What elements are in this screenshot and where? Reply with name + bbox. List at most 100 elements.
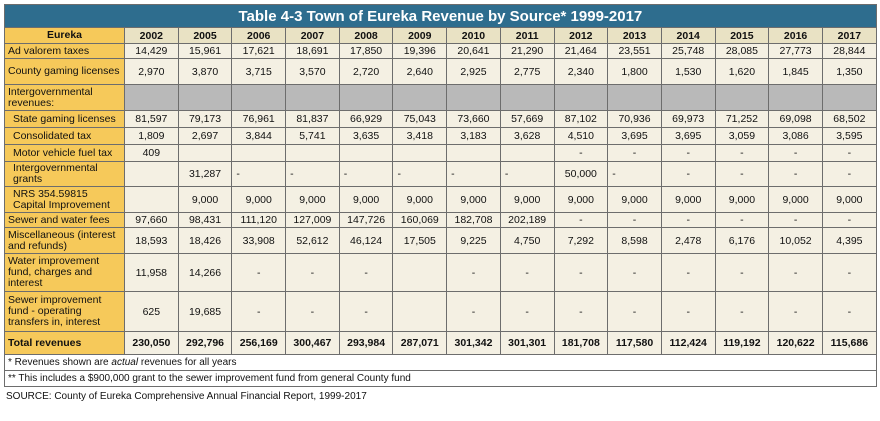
table-cell: 28,085	[714, 43, 770, 59]
table-cell: 14,429	[124, 43, 179, 59]
table-cell: 68,502	[821, 110, 877, 128]
table-cell: 20,641	[446, 43, 501, 59]
table-cell: 256,169	[231, 331, 287, 355]
table-cell	[714, 84, 770, 111]
table-cell: 4,395	[821, 227, 877, 254]
table-cell: 2,640	[392, 58, 448, 85]
table-cell: 9,000	[446, 186, 501, 213]
source-note: SOURCE: County of Eureka Comprehensive A…	[6, 391, 367, 402]
table-cell: 202,189	[499, 212, 555, 228]
table-cell	[338, 144, 394, 162]
table-cell	[124, 84, 179, 111]
table-cell: 1,350	[821, 58, 877, 85]
row-label: NRS 354.59815 Capital Improvement	[4, 186, 125, 213]
year-header: 2013	[607, 27, 662, 44]
table-cell: -	[607, 212, 662, 228]
table-row: Ad valorem taxes 14,429 15,961 17,621 18,691…	[4, 43, 877, 59]
table-cell: -	[499, 291, 555, 332]
table-title-row: Table 4-3 Town of Eureka Revenue by Sour…	[4, 4, 877, 28]
table-cell: 52,612	[285, 227, 340, 254]
year-header: 2010	[446, 27, 501, 44]
table-cell	[338, 84, 394, 111]
table-cell: -	[660, 253, 716, 292]
table-cell: 3,870	[177, 58, 233, 85]
table-cell: 1,809	[124, 127, 179, 145]
year-header: 2017	[821, 27, 877, 44]
table-cell: 2,970	[124, 58, 179, 85]
table-cell: -	[231, 161, 287, 187]
table-cell: -	[660, 144, 716, 162]
table-row: Sewer and water fees 97,660 98,431 111,120 1…	[4, 212, 877, 228]
year-header: 2012	[553, 27, 609, 44]
footnote-text: * Revenues shown are	[8, 357, 112, 368]
table-cell	[392, 144, 448, 162]
table-cell: 117,580	[607, 331, 662, 355]
table-cell: -	[714, 253, 770, 292]
table-row: Intergovernmental grants 31,287- - - - - -50,0…	[4, 161, 877, 187]
table-cell: -	[714, 212, 770, 228]
table-cell: 73,660	[446, 110, 501, 128]
table-cell: 19,396	[392, 43, 448, 59]
table-cell	[660, 84, 716, 111]
table-cell: -	[768, 161, 823, 187]
table-cell: -	[446, 253, 501, 292]
table-cell: 28,844	[821, 43, 877, 59]
table-cell: 9,000	[821, 186, 877, 213]
table-cell: -	[821, 291, 877, 332]
table-cell	[499, 84, 555, 111]
table-cell: 1,800	[607, 58, 662, 85]
table-cell: 111,120	[231, 212, 287, 228]
table-cell: 1,530	[660, 58, 716, 85]
table-cell: 17,505	[392, 227, 448, 254]
row-label: Consolidated tax	[4, 127, 125, 145]
table-cell	[124, 186, 179, 213]
table-cell: 115,686	[821, 331, 877, 355]
table-cell: 160,069	[392, 212, 448, 228]
row-label: Intergovernmental revenues:	[4, 84, 125, 111]
table-cell: 70,936	[607, 110, 662, 128]
table-cell: 98,431	[177, 212, 233, 228]
table-row: County gaming licenses 2,970 3,870 3,715 3,5…	[4, 58, 877, 85]
year-header-row: Eureka 2002 2005 2006 2007 2008 2009 2010 2011 2…	[4, 27, 877, 44]
year-header: 2002	[124, 27, 179, 44]
table-cell: 3,715	[231, 58, 287, 85]
table-cell: -	[446, 161, 501, 187]
row-label: Intergovernmental grants	[4, 161, 125, 187]
table-cell: 9,225	[446, 227, 501, 254]
table-cell: 21,290	[499, 43, 555, 59]
table-cell	[392, 253, 448, 292]
table-cell: 75,043	[392, 110, 448, 128]
table-cell: 127,009	[285, 212, 340, 228]
table-cell	[177, 84, 233, 111]
table-cell: 625	[124, 291, 179, 332]
table-cell	[768, 84, 823, 111]
table-cell: -	[821, 212, 877, 228]
table-cell: -	[607, 161, 662, 187]
table-row: Motor vehicle fuel tax 409- - - - - -	[4, 144, 877, 162]
table-cell: -	[285, 253, 340, 292]
table-row: NRS 354.59815 Capital Improvement 9,000 9,…	[4, 186, 877, 213]
table-cell: -	[768, 144, 823, 162]
table-row: Intergovernmental revenues:	[4, 84, 877, 111]
table-cell: 9,000	[607, 186, 662, 213]
table-cell: 3,635	[338, 127, 394, 145]
table-cell: 79,173	[177, 110, 233, 128]
year-header: 2005	[177, 27, 233, 44]
table-cell	[177, 144, 233, 162]
table-cell: 27,773	[768, 43, 823, 59]
table-cell	[392, 291, 448, 332]
year-header: 2007	[285, 27, 340, 44]
total-row: Total revenues 230,050 292,796 256,169 300,4…	[4, 331, 877, 355]
table-row: State gaming licenses 81,597 79,173 76,961 8…	[4, 110, 877, 128]
footnote-row: ** This includes a $900,000 grant to the…	[4, 370, 877, 387]
table-cell: -	[338, 253, 394, 292]
table-cell: -	[553, 212, 609, 228]
table-cell: -	[821, 144, 877, 162]
table-cell: 18,593	[124, 227, 179, 254]
table-cell: 1,620	[714, 58, 770, 85]
table-cell: -	[714, 144, 770, 162]
table-cell: 230,050	[124, 331, 179, 355]
year-header: 2011	[499, 27, 555, 44]
table-cell: 293,984	[338, 331, 394, 355]
table-cell: -	[553, 253, 609, 292]
